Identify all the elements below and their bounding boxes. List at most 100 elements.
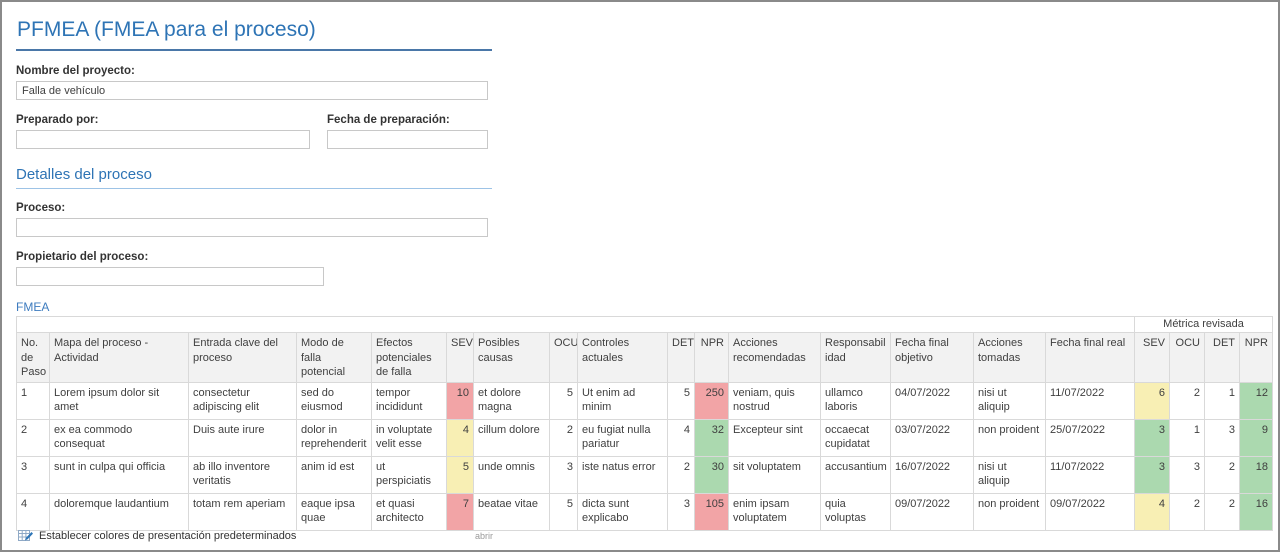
cell-npr[interactable]: 32 — [694, 419, 729, 458]
cell-rev_det[interactable]: 1 — [1204, 382, 1240, 421]
cell-target_date[interactable]: 03/07/2022 — [890, 419, 974, 458]
cell-no[interactable]: 3 — [16, 456, 50, 495]
process-owner-input[interactable] — [16, 267, 324, 286]
prepared-by-input[interactable] — [16, 130, 310, 149]
project-name-input[interactable] — [16, 81, 488, 100]
cell-failure_mode[interactable]: dolor in reprehenderit — [296, 419, 372, 458]
cell-rev_sev[interactable]: 4 — [1134, 493, 1170, 532]
cell-failure_effects[interactable]: in voluptate velit esse — [371, 419, 447, 458]
cell-npr[interactable]: 105 — [694, 493, 729, 532]
cell-controls[interactable]: dicta sunt explicabo — [577, 493, 668, 532]
cell-responsibility[interactable]: accusantium — [820, 456, 891, 495]
cell-rev_ocu[interactable]: 3 — [1169, 456, 1205, 495]
prep-date-label: Fecha de preparación: — [327, 114, 450, 126]
cell-recommended[interactable]: veniam, quis nostrud — [728, 382, 821, 421]
cell-ocu[interactable]: 5 — [549, 493, 578, 532]
cell-actual_date[interactable]: 11/07/2022 — [1045, 382, 1135, 421]
cell-det[interactable]: 2 — [667, 456, 695, 495]
cell-causes[interactable]: cillum dolore — [473, 419, 550, 458]
cell-ocu[interactable]: 3 — [549, 456, 578, 495]
process-input[interactable] — [16, 218, 488, 237]
cell-det[interactable]: 4 — [667, 419, 695, 458]
cell-rev_ocu[interactable]: 2 — [1169, 493, 1205, 532]
cell-ocu[interactable]: 2 — [549, 419, 578, 458]
cell-det[interactable]: 5 — [667, 382, 695, 421]
cell-rev_det[interactable]: 3 — [1204, 419, 1240, 458]
col-header-key_input: Entrada clave del proceso — [188, 332, 297, 384]
cell-key_input[interactable]: consectetur adipiscing elit — [188, 382, 297, 421]
cell-det[interactable]: 3 — [667, 493, 695, 532]
cell-actual_date[interactable]: 25/07/2022 — [1045, 419, 1135, 458]
group-header-spacer — [16, 315, 1135, 334]
page-title: PFMEA (FMEA para el proceso) — [16, 16, 492, 51]
cell-target_date[interactable]: 09/07/2022 — [890, 493, 974, 532]
cell-failure_effects[interactable]: et quasi architecto — [371, 493, 447, 532]
table-row: 3 sunt in culpa qui officia ab illo invent… — [16, 456, 1274, 495]
cell-sev[interactable]: 5 — [446, 456, 474, 495]
cell-rev_sev[interactable]: 6 — [1134, 382, 1170, 421]
cell-failure_mode[interactable]: sed do eiusmod — [296, 382, 372, 421]
col-header-responsibility: Responsabilidad — [820, 332, 891, 384]
cell-rev_ocu[interactable]: 2 — [1169, 382, 1205, 421]
col-header-actions_taken: Acciones tomadas — [973, 332, 1046, 384]
cell-target_date[interactable]: 04/07/2022 — [890, 382, 974, 421]
cell-rev_npr[interactable]: 16 — [1238, 493, 1274, 532]
cell-responsibility[interactable]: occaecat cupidatat — [820, 419, 891, 458]
cell-controls[interactable]: Ut enim ad minim — [577, 382, 668, 421]
cell-activity[interactable]: doloremque laudantium — [49, 493, 189, 532]
cell-causes[interactable]: unde omnis — [473, 456, 550, 495]
cell-causes[interactable]: et dolore magna — [473, 382, 550, 421]
cell-npr[interactable]: 30 — [694, 456, 729, 495]
cell-key_input[interactable]: Duis aute irure — [188, 419, 297, 458]
cell-actions_taken[interactable]: nisi ut aliquip — [973, 382, 1046, 421]
cell-rev_ocu[interactable]: 1 — [1169, 419, 1205, 458]
cell-failure_mode[interactable]: eaque ipsa quae — [296, 493, 372, 532]
cell-target_date[interactable]: 16/07/2022 — [890, 456, 974, 495]
cell-responsibility[interactable]: quia voluptas — [820, 493, 891, 532]
cell-activity[interactable]: ex ea commodo consequat — [49, 419, 189, 458]
cell-actions_taken[interactable]: nisi ut aliquip — [973, 456, 1046, 495]
col-header-causes: Posibles causas — [473, 332, 550, 384]
abrir-link[interactable]: abrir — [475, 531, 494, 541]
cell-actual_date[interactable]: 09/07/2022 — [1045, 493, 1135, 532]
cell-rev_npr[interactable]: 12 — [1238, 382, 1274, 421]
cell-no[interactable]: 1 — [16, 382, 50, 421]
fmea-table: Métrica revisada No. de Paso Mapa del proc… — [16, 315, 1274, 532]
cell-failure_effects[interactable]: tempor incididunt — [371, 382, 447, 421]
cell-rev_npr[interactable]: 18 — [1238, 456, 1274, 495]
set-default-colors-control[interactable]: Establecer colores de presentación prede… — [18, 529, 296, 543]
cell-recommended[interactable]: Excepteur sint — [728, 419, 821, 458]
table-row: 2 ex ea commodo consequat Duis aute irure d… — [16, 419, 1274, 458]
cell-rev_npr[interactable]: 9 — [1238, 419, 1274, 458]
cell-ocu[interactable]: 5 — [549, 382, 578, 421]
cell-causes[interactable]: beatae vitae — [473, 493, 550, 532]
cell-rev_det[interactable]: 2 — [1204, 493, 1240, 532]
cell-recommended[interactable]: sit voluptatem — [728, 456, 821, 495]
cell-responsibility[interactable]: ullamco laboris — [820, 382, 891, 421]
cell-actions_taken[interactable]: non proident — [973, 493, 1046, 532]
cell-recommended[interactable]: enim ipsam voluptatem — [728, 493, 821, 532]
cell-actions_taken[interactable]: non proident — [973, 419, 1046, 458]
col-header-det: DET — [667, 332, 695, 384]
cell-key_input[interactable]: ab illo inventore veritatis — [188, 456, 297, 495]
cell-rev_det[interactable]: 2 — [1204, 456, 1240, 495]
cell-controls[interactable]: eu fugiat nulla pariatur — [577, 419, 668, 458]
prep-date-input[interactable] — [327, 130, 488, 149]
cell-no[interactable]: 2 — [16, 419, 50, 458]
process-details-heading: Detalles del proceso — [16, 166, 492, 189]
cell-npr[interactable]: 250 — [694, 382, 729, 421]
cell-sev[interactable]: 7 — [446, 493, 474, 532]
cell-no[interactable]: 4 — [16, 493, 50, 532]
cell-activity[interactable]: sunt in culpa qui officia — [49, 456, 189, 495]
cell-activity[interactable]: Lorem ipsum dolor sit amet — [49, 382, 189, 421]
cell-rev_sev[interactable]: 3 — [1134, 456, 1170, 495]
cell-sev[interactable]: 10 — [446, 382, 474, 421]
cell-controls[interactable]: iste natus error — [577, 456, 668, 495]
cell-rev_sev[interactable]: 3 — [1134, 419, 1170, 458]
cell-sev[interactable]: 4 — [446, 419, 474, 458]
cell-failure_effects[interactable]: ut perspiciatis — [371, 456, 447, 495]
cell-failure_mode[interactable]: anim id est — [296, 456, 372, 495]
cell-key_input[interactable]: totam rem aperiam — [188, 493, 297, 532]
col-header-recommended: Acciones recomendadas — [728, 332, 821, 384]
cell-actual_date[interactable]: 11/07/2022 — [1045, 456, 1135, 495]
